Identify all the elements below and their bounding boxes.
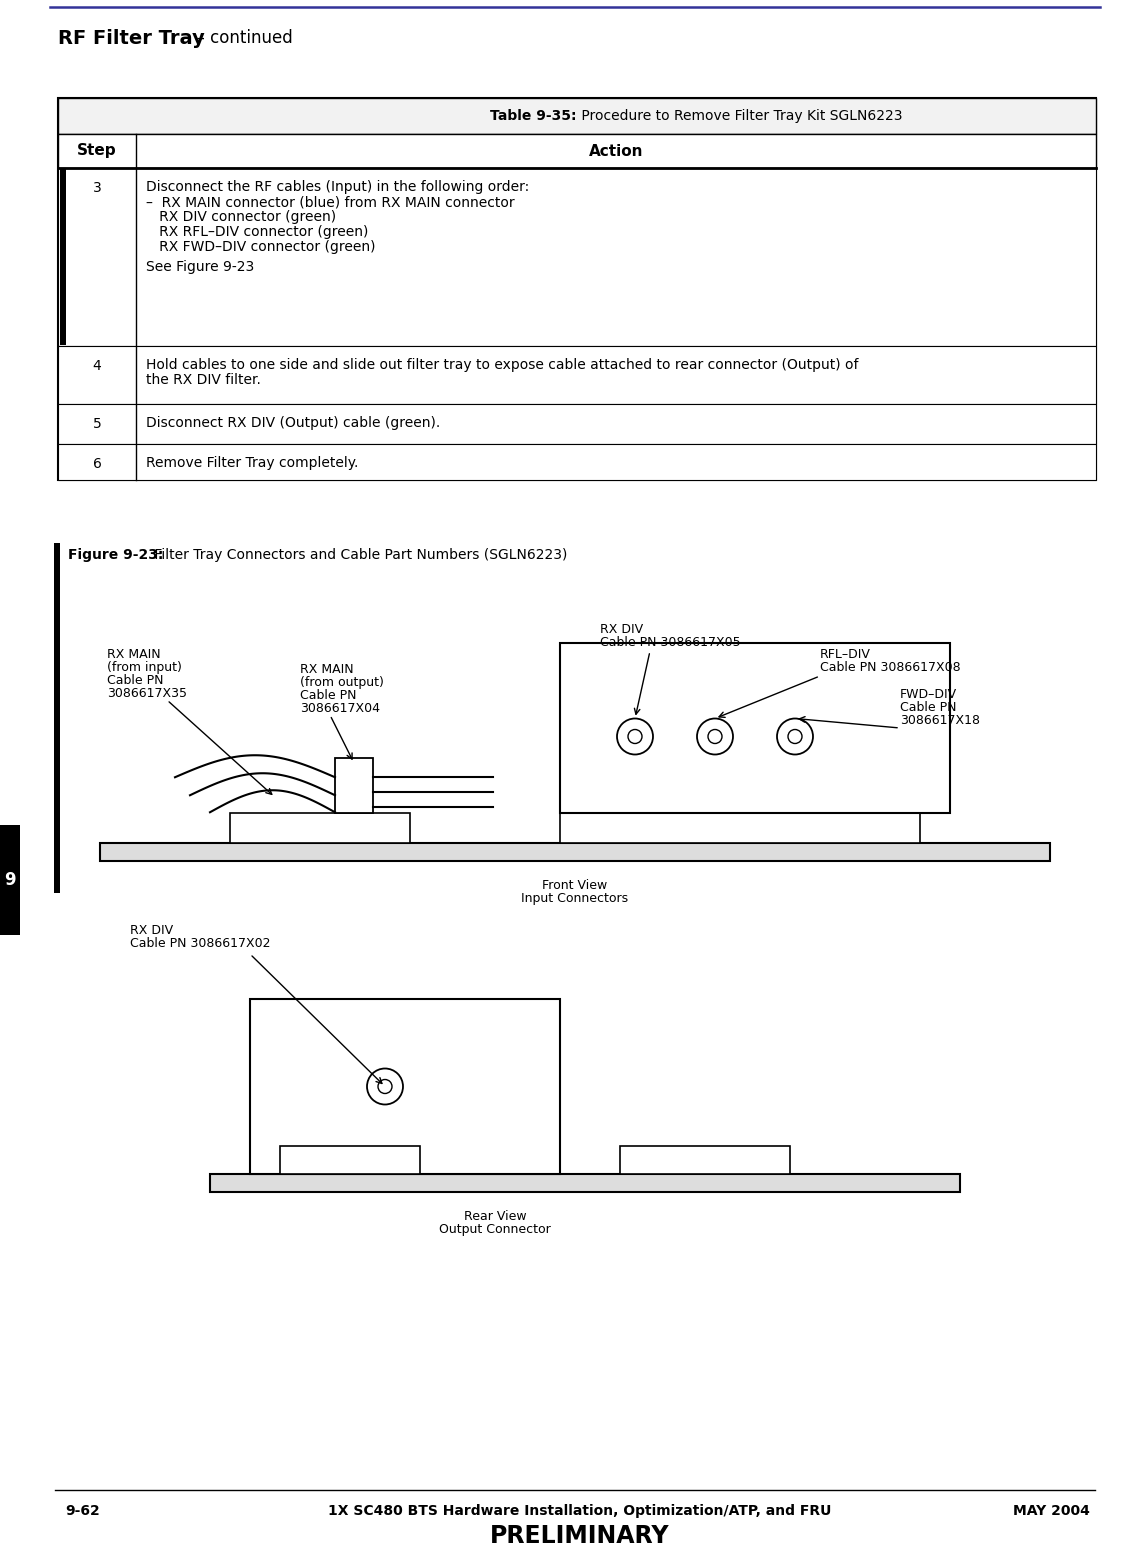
Circle shape [708,729,722,743]
Text: 9: 9 [5,871,16,888]
Text: (from input): (from input) [107,661,181,674]
Text: Cable PN 3086617X02: Cable PN 3086617X02 [130,936,271,950]
Text: Action: Action [589,144,643,159]
Text: Input Connectors: Input Connectors [521,891,629,905]
Circle shape [777,718,813,754]
Text: 3086617X35: 3086617X35 [107,688,187,700]
Text: FWD–DIV: FWD–DIV [900,688,957,701]
Text: RX MAIN: RX MAIN [300,663,354,677]
Text: 1X SC480 BTS Hardware Installation, Optimization/ATP, and FRU: 1X SC480 BTS Hardware Installation, Opti… [328,1503,831,1519]
Bar [59,97,1096,480]
Circle shape [367,1069,403,1105]
Bar [0,825,20,935]
Text: RF Filter Tray: RF Filter Tray [59,28,204,48]
Bar [230,813,410,844]
Bar [280,1146,420,1174]
Text: Figure 9-23:: Figure 9-23: [68,548,163,562]
Text: 3086617X18: 3086617X18 [900,714,980,728]
Bar [560,813,920,844]
Text: Cable PN 3086617X08: Cable PN 3086617X08 [820,661,961,674]
Bar [60,168,65,345]
Text: See Figure 9-23: See Figure 9-23 [146,260,254,273]
Text: Cable PN 3086617X05: Cable PN 3086617X05 [600,637,740,649]
Text: Cable PN: Cable PN [300,689,357,701]
Text: Rear View: Rear View [464,1210,526,1224]
Text: RX DIV connector (green): RX DIV connector (green) [146,210,336,224]
Text: 5: 5 [93,417,101,431]
Bar [59,346,1096,403]
Text: Output Connector: Output Connector [440,1224,551,1236]
Text: Disconnect RX DIV (Output) cable (green).: Disconnect RX DIV (Output) cable (green)… [146,416,440,430]
Text: RX MAIN: RX MAIN [107,647,161,661]
Text: PRELIMINARY: PRELIMINARY [490,1523,669,1545]
Text: Procedure to Remove Filter Tray Kit SGLN6223: Procedure to Remove Filter Tray Kit SGLN… [577,110,902,124]
Text: –  RX MAIN connector (blue) from RX MAIN connector: – RX MAIN connector (blue) from RX MAIN … [146,195,514,209]
Bar [59,134,1096,168]
Text: Table 9-35:: Table 9-35: [490,110,577,124]
Bar [100,844,1050,861]
Text: RX DIV: RX DIV [130,924,173,936]
Text: Step: Step [77,144,117,159]
Bar [59,443,1096,480]
Bar [560,643,951,813]
Text: Filter Tray Connectors and Cable Part Numbers (SGLN6223): Filter Tray Connectors and Cable Part Nu… [150,548,567,562]
Text: RX FWD–DIV connector (green): RX FWD–DIV connector (green) [146,239,375,253]
Text: 4: 4 [93,358,101,372]
Text: – continued: – continued [186,29,293,46]
Bar [210,1174,960,1193]
Bar [59,97,1096,134]
Circle shape [697,718,734,754]
Text: Cable PN: Cable PN [900,701,956,714]
Bar [59,403,1096,443]
Circle shape [628,729,642,743]
Text: the RX DIV filter.: the RX DIV filter. [146,372,261,386]
Text: RX RFL–DIV connector (green): RX RFL–DIV connector (green) [146,226,369,239]
Bar [250,1000,560,1174]
Text: RFL–DIV: RFL–DIV [820,647,871,661]
Circle shape [788,729,802,743]
Circle shape [616,718,653,754]
Text: Hold cables to one side and slide out filter tray to expose cable attached to re: Hold cables to one side and slide out fi… [146,358,859,372]
Bar [335,759,373,813]
Text: MAY 2004: MAY 2004 [1014,1503,1089,1519]
Text: RX DIV: RX DIV [600,623,643,637]
Text: Cable PN: Cable PN [107,674,163,688]
Text: Remove Filter Tray completely.: Remove Filter Tray completely. [146,456,358,470]
Text: 3: 3 [93,181,101,195]
Circle shape [378,1080,391,1094]
Text: Front View: Front View [542,879,607,891]
Bar [54,542,60,893]
Text: (from output): (from output) [300,677,383,689]
Bar [59,168,1096,346]
Text: 9-62: 9-62 [65,1503,100,1519]
Text: Disconnect the RF cables (Input) in the following order:: Disconnect the RF cables (Input) in the … [146,181,529,195]
Text: 3086617X04: 3086617X04 [300,701,380,715]
Text: 6: 6 [93,457,101,471]
Bar [620,1146,790,1174]
